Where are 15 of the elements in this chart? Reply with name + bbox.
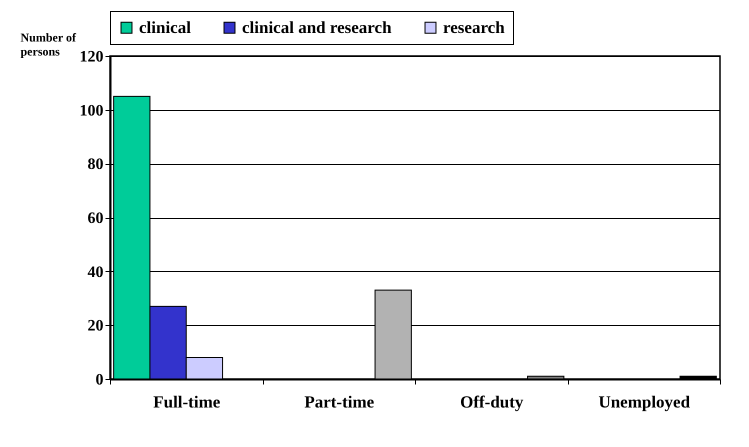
x-tick-label: Full-time bbox=[153, 392, 221, 412]
x-tick-label: Off-duty bbox=[460, 392, 524, 412]
y-axis-title: Number of persons bbox=[20, 30, 77, 58]
y-tick-label: 60 bbox=[88, 210, 104, 227]
legend-label: clinical and research bbox=[242, 18, 392, 37]
legend-label: research bbox=[443, 18, 506, 37]
y-tick-label: 120 bbox=[80, 48, 104, 66]
x-tick-label: Part-time bbox=[304, 392, 375, 412]
y-tick-label: 20 bbox=[88, 318, 104, 335]
y-tick-label: 80 bbox=[88, 156, 104, 174]
y-tick-label: 100 bbox=[80, 102, 104, 120]
legend-label: clinical bbox=[139, 18, 192, 37]
y-tick-label: 40 bbox=[88, 264, 104, 281]
y-tick-label: 0 bbox=[96, 372, 104, 388]
x-tick-label: Unemployed bbox=[598, 392, 691, 412]
